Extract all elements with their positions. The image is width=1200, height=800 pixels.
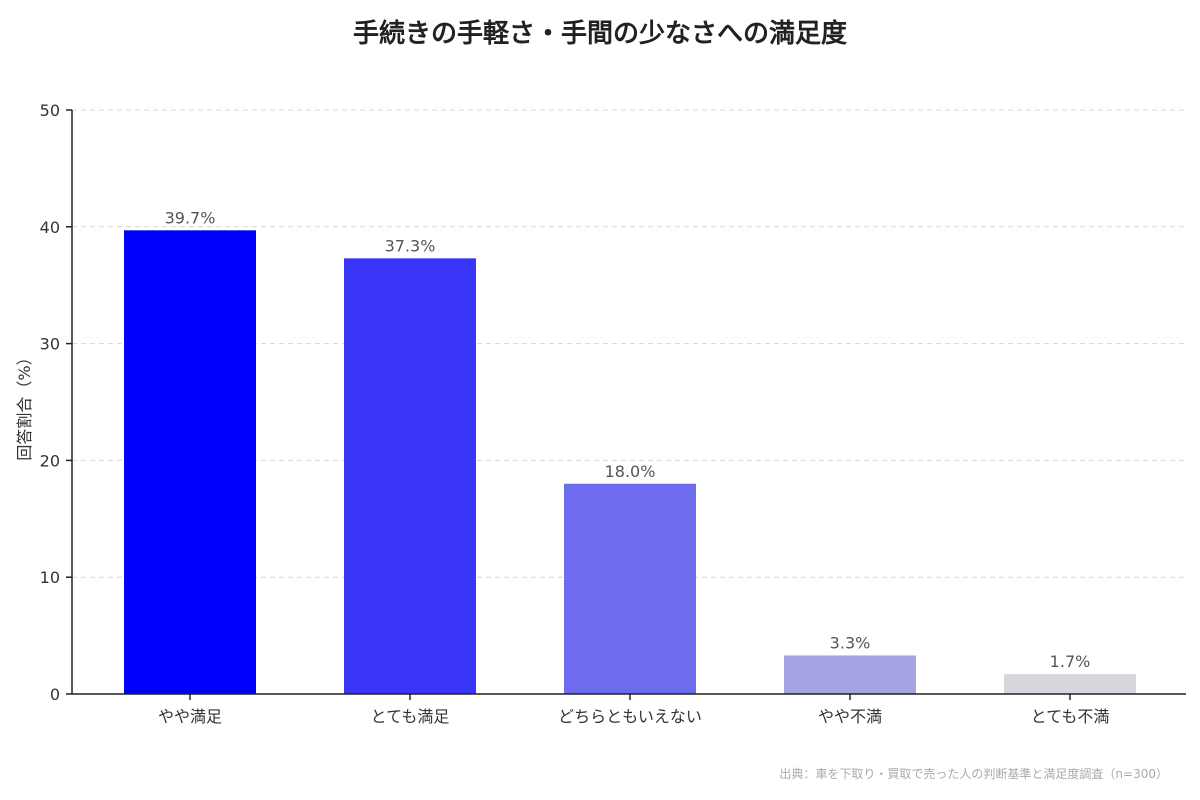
grid-lines (72, 109, 1186, 578)
bar-3 (784, 655, 916, 694)
value-label-3: 3.3% (830, 633, 871, 652)
bar-4 (1004, 674, 1136, 694)
axes (71, 110, 1186, 695)
value-label-1: 37.3% (385, 236, 436, 255)
category-label-4: とても不満 (1031, 707, 1110, 726)
chart-title: 手続きの手軽さ・手間の少なさへの満足度 (353, 18, 847, 49)
bar-0 (124, 230, 256, 694)
bar-1 (344, 258, 476, 694)
y-tick-label-3: 30 (40, 335, 60, 354)
source-note: 出典：車を下取り・買取で売った人の判断基準と満足度調査（n=300） (779, 766, 1168, 781)
value-label-0: 39.7% (165, 208, 216, 227)
bars (124, 230, 1136, 694)
value-label-2: 18.0% (605, 462, 656, 481)
value-labels: 39.7% 37.3% 18.0% 3.3% 1.7% (165, 208, 1091, 671)
category-label-3: やや不満 (818, 707, 882, 726)
value-label-4: 1.7% (1050, 652, 1091, 671)
y-tick-labels: 0 10 20 30 40 50 (40, 101, 72, 704)
y-tick-label-1: 10 (40, 568, 60, 587)
y-tick-label-5: 50 (40, 101, 60, 120)
y-axis-title: 回答割合（%） (15, 349, 34, 460)
y-tick-label-2: 20 (40, 451, 60, 470)
x-category-labels: やや満足 とても満足 どちらともいえない やや不満 とても不満 (158, 694, 1109, 726)
y-tick-label-4: 40 (40, 218, 60, 237)
category-label-1: とても満足 (371, 707, 450, 726)
y-tick-label-0: 0 (50, 685, 60, 704)
category-label-2: どちらともいえない (558, 707, 702, 726)
category-label-0: やや満足 (158, 707, 222, 726)
bar-2 (564, 483, 696, 694)
